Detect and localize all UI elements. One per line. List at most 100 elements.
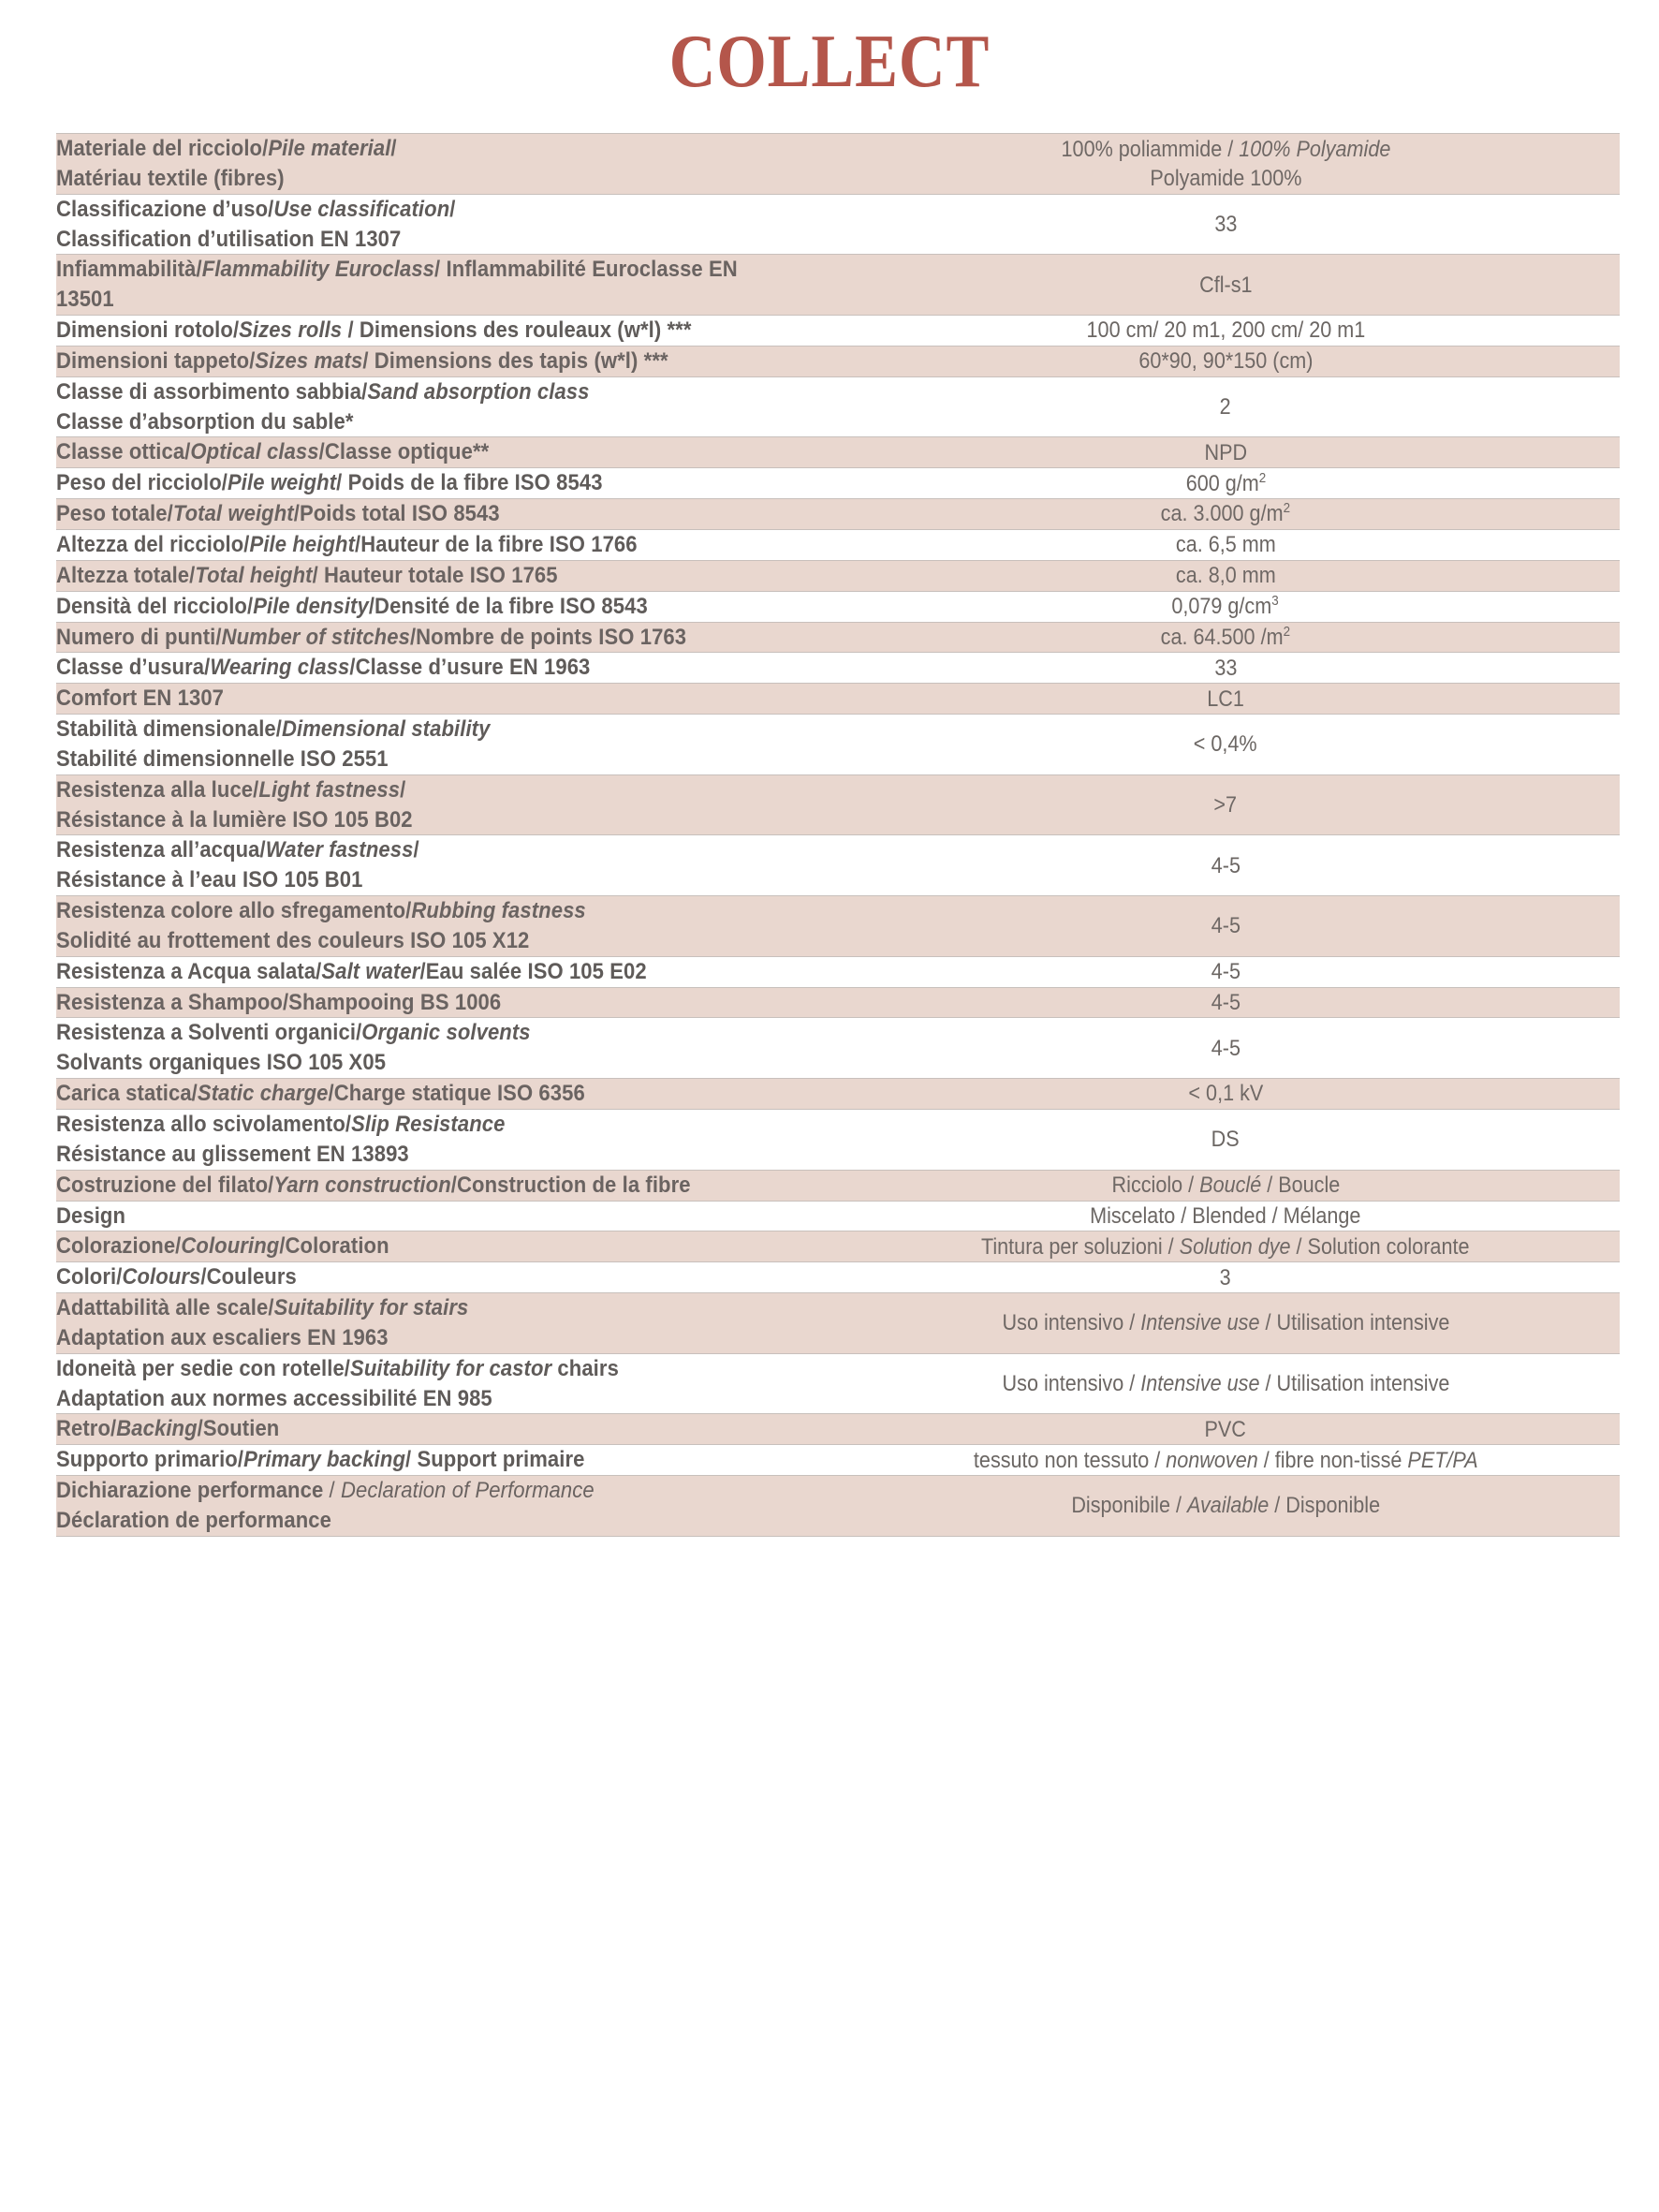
spec-label-cell: Resistenza colore allo sfregamento/Rubbi… [56, 895, 831, 957]
spec-value-cell: 100 cm/ 20 m1, 200 cm/ 20 m1 [831, 315, 1620, 347]
spec-label-cell: Dimensioni tappeto/Sizes mats/ Dimension… [56, 345, 831, 377]
table-row: Classe di assorbimento sabbia/Sand absor… [56, 376, 1620, 438]
table-row: Stabilità dimensionale/Dimensional stabi… [56, 714, 1620, 775]
table-row: Comfort EN 1307 LC1 [56, 683, 1620, 715]
table-row: Supporto primario/Primary backing/ Suppo… [56, 1444, 1620, 1477]
table-row: Materiale del ricciolo/Pile material/Mat… [56, 133, 1620, 195]
spec-value-cell: PVC [831, 1413, 1620, 1446]
table-row: Dimensioni rotolo/Sizes rolls / Dimensio… [56, 315, 1620, 347]
spec-value-text: 100 cm/ 20 m1, 200 cm/ 20 m1 [1086, 317, 1365, 344]
spec-label-text: Classe di assorbimento sabbia/Sand absor… [56, 378, 590, 435]
spec-value-text: Tintura per soluzioni / Solution dye / S… [981, 1233, 1470, 1260]
spec-label-cell: Infiammabilità/Flammability Euroclass/ I… [56, 254, 831, 317]
table-row: Peso del ricciolo/Pile weight/ Poids de … [56, 467, 1620, 500]
spec-value-text: ca. 3.000 g/m2 [1160, 501, 1291, 527]
spec-label-cell: Peso totale/Total weight/Poids total ISO… [56, 498, 831, 530]
spec-label-cell: Classe di assorbimento sabbia/Sand absor… [56, 376, 831, 438]
spec-value-cell: Ricciolo / Bouclé / Boucle [831, 1169, 1620, 1202]
spec-label-cell: Dichiarazione performance / Declaration … [56, 1475, 831, 1537]
spec-label-cell: Costruzione del filato/Yarn construction… [56, 1169, 831, 1202]
spec-label-text: Resistenza a Acqua salata/Salt water/Eau… [56, 958, 647, 984]
spec-value-text: LC1 [1207, 686, 1244, 712]
spec-value-text: 0,079 g/cm3 [1171, 593, 1280, 619]
spec-label-text: Classificazione d’uso/Use classification… [56, 196, 456, 252]
spec-label-cell: Resistenza a Solventi organici/Organic s… [56, 1017, 831, 1080]
spec-label-text: Dichiarazione performance / Declaration … [56, 1478, 595, 1533]
spec-value-cell: tessuto non tessuto / nonwoven / fibre n… [831, 1444, 1620, 1477]
spec-label-text: Comfort EN 1307 [56, 686, 225, 712]
spec-label-cell: Colorazione/Colouring/Coloration [56, 1231, 831, 1263]
table-row: Colori/Colours/Couleurs 3 [56, 1261, 1620, 1294]
spec-label-text: Altezza del ricciolo/Pile height/Hauteur… [56, 531, 638, 557]
spec-value-text: ca. 64.500 /m2 [1160, 624, 1291, 650]
spec-label-cell: Classe ottica/Optical class/Classe optiq… [56, 436, 831, 469]
spec-value-cell: 33 [831, 652, 1620, 685]
spec-label-text: Dimensioni rotolo/Sizes rolls / Dimensio… [56, 317, 692, 344]
spec-label-text: Stabilità dimensionale/Dimensional stabi… [56, 716, 491, 772]
spec-label-cell: Altezza del ricciolo/Pile height/Hauteur… [56, 528, 831, 561]
spec-value-text: Cfl-s1 [1198, 272, 1253, 298]
spec-label-cell: Retro/Backing/Soutien [56, 1413, 831, 1446]
table-row: Colorazione/Colouring/Coloration Tintura … [56, 1231, 1620, 1263]
spec-value-text: 33 [1213, 655, 1238, 681]
spec-value-cell: ca. 8,0 mm [831, 559, 1620, 592]
spec-label-text: Densità del ricciolo/Pile density/Densit… [56, 593, 648, 619]
table-row: Dimensioni tappeto/Sizes mats/ Dimension… [56, 345, 1620, 377]
spec-label-text: Adattabilità alle scale/Suitability for … [56, 1295, 469, 1350]
spec-value-text: ca. 6,5 mm [1175, 532, 1276, 558]
table-row: Classe d’usura/Wearing class/Classe d’us… [56, 652, 1620, 685]
table-row: Classe ottica/Optical class/Classe optiq… [56, 436, 1620, 469]
table-row: Resistenza alla luce/Light fastness/Rési… [56, 774, 1620, 836]
table-row: Infiammabilità/Flammability Euroclass/ I… [56, 254, 1620, 317]
spec-value-text: Ricciolo / Bouclé / Boucle [1111, 1172, 1340, 1199]
page-title: COLLECT [668, 21, 991, 103]
spec-label-text: Altezza totale/Total height/ Hauteur tot… [56, 562, 558, 588]
spec-value-cell: 2 [831, 376, 1620, 438]
spec-value-cell: 0,079 g/cm3 [831, 590, 1620, 623]
spec-label-cell: Peso del ricciolo/Pile weight/ Poids de … [56, 467, 831, 500]
spec-value-cell: < 0,4% [831, 714, 1620, 775]
table-row: Carica statica/Static charge/Charge stat… [56, 1078, 1620, 1110]
spec-label-text: Costruzione del filato/Yarn construction… [56, 1172, 691, 1198]
spec-value-cell: ca. 3.000 g/m2 [831, 498, 1620, 530]
spec-value-text: 4-5 [1211, 1035, 1241, 1061]
spec-value-text: < 0,4% [1194, 731, 1257, 758]
spec-value-cell: ca. 64.500 /m2 [831, 621, 1620, 654]
table-row: Design Miscelato / Blended / Mélange [56, 1200, 1620, 1232]
spec-value-text: 100% poliammide / 100% Polyamide Polyamid… [1061, 136, 1390, 191]
spec-value-cell: LC1 [831, 683, 1620, 715]
spec-value-cell: 33 [831, 193, 1620, 256]
spec-label-cell: Comfort EN 1307 [56, 683, 831, 715]
spec-value-text: 4-5 [1211, 989, 1241, 1015]
table-row: Resistenza colore allo sfregamento/Rubbi… [56, 895, 1620, 957]
spec-label-text: Design [56, 1202, 126, 1229]
table-row: Retro/Backing/Soutien PVC [56, 1413, 1620, 1446]
spec-value-cell: 60*90, 90*150 (cm) [831, 345, 1620, 377]
spec-value-text: >7 [1213, 791, 1238, 818]
table-row: Peso totale/Total weight/Poids total ISO… [56, 498, 1620, 530]
spec-value-cell: < 0,1 kV [831, 1078, 1620, 1110]
spec-value-text: < 0,1 kV [1188, 1081, 1263, 1107]
spec-value-text: Disponibile / Available / Disponible [1071, 1493, 1380, 1519]
spec-label-text: Resistenza alla luce/Light fastness/Rési… [56, 776, 413, 833]
spec-value-cell: ca. 6,5 mm [831, 528, 1620, 561]
spec-label-cell: Adattabilità alle scale/Suitability for … [56, 1292, 831, 1354]
spec-value-text: NPD [1204, 439, 1247, 465]
spec-value-cell: Cfl-s1 [831, 254, 1620, 317]
table-row: Resistenza allo scivolamento/Slip Resist… [56, 1109, 1620, 1171]
spec-value-cell: 4-5 [831, 834, 1620, 897]
spec-label-cell: Stabilità dimensionale/Dimensional stabi… [56, 714, 831, 775]
spec-value-cell: >7 [831, 774, 1620, 836]
spec-label-cell: Resistenza a Shampoo/Shampooing BS 1006 [56, 986, 831, 1019]
spec-label-cell: Classe d’usura/Wearing class/Classe d’us… [56, 652, 831, 685]
table-row: Resistenza a Shampoo/Shampooing BS 1006 4… [56, 986, 1620, 1019]
spec-label-cell: Altezza totale/Total height/ Hauteur tot… [56, 559, 831, 592]
table-row: Costruzione del filato/Yarn construction… [56, 1169, 1620, 1202]
spec-label-cell: Idoneità per sedie con rotelle/Suitabili… [56, 1352, 831, 1415]
specification-table: Materiale del ricciolo/Pile material/Mat… [56, 133, 1620, 1537]
spec-label-text: Classe ottica/Optical class/Classe optiq… [56, 439, 490, 465]
spec-value-text: 4-5 [1211, 913, 1241, 939]
table-row: Resistenza a Acqua salata/Salt water/Eau… [56, 955, 1620, 988]
table-row: Idoneità per sedie con rotelle/Suitabili… [56, 1352, 1620, 1415]
